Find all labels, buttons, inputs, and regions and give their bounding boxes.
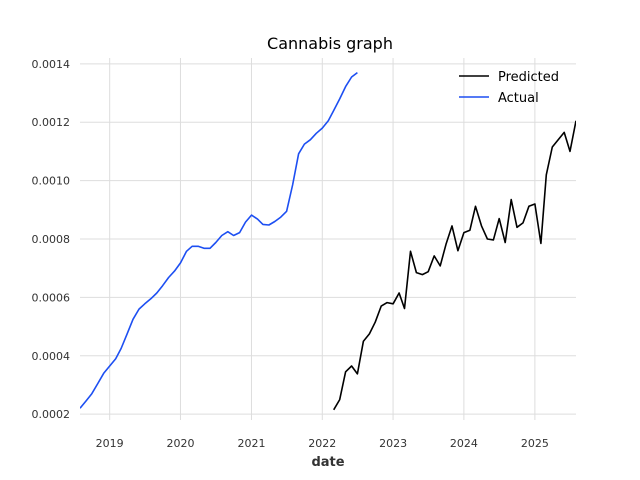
x-tick-label: 2024 (450, 437, 478, 450)
y-tick-label: 0.0012 (32, 116, 71, 129)
x-tick-label: 2022 (308, 437, 336, 450)
x-tick-label: 2023 (379, 437, 407, 450)
y-tick-label: 0.0010 (32, 175, 71, 188)
series-line-predicted (333, 120, 576, 411)
y-tick-label: 0.0014 (32, 58, 71, 71)
x-tick-label: 2025 (521, 437, 549, 450)
x-tick-label: 2019 (96, 437, 124, 450)
y-tick-label: 0.0006 (32, 291, 71, 304)
grid (80, 58, 576, 420)
x-tick-label: 2020 (166, 437, 194, 450)
x-axis-ticks: 2019 2020 2021 2022 2023 2024 2025 (96, 437, 549, 450)
y-tick-label: 0.0008 (32, 233, 71, 246)
y-axis-ticks: 0.0002 0.0004 0.0006 0.0008 0.0010 0.0012 0.00… (32, 58, 71, 421)
x-axis-label: date (311, 455, 344, 470)
y-tick-label: 0.0004 (32, 350, 71, 363)
chart-title: Cannabis graph (267, 34, 393, 53)
series-layer (80, 71, 576, 411)
y-tick-label: 0.0002 (32, 408, 71, 421)
series-line-actual (80, 71, 358, 409)
legend-label-actual: Actual (498, 91, 539, 106)
legend-label-predicted: Predicted (498, 70, 559, 85)
x-tick-label: 2021 (237, 437, 265, 450)
legend: Predicted Actual (459, 70, 559, 106)
